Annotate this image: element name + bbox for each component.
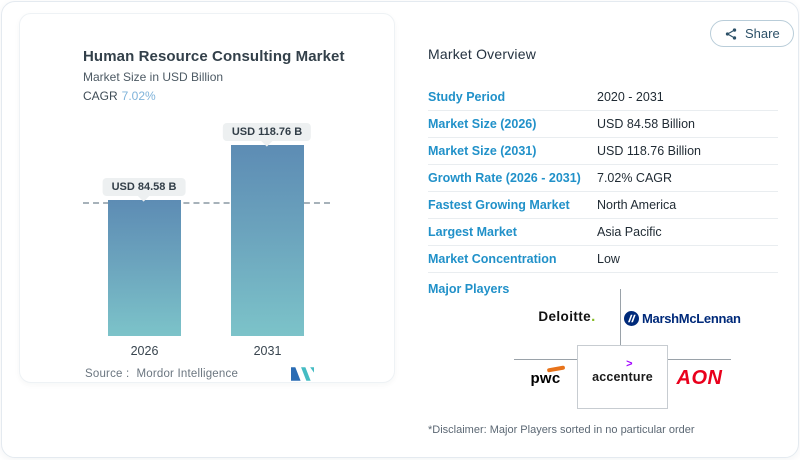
bar-value-label-2031: USD 118.76 B <box>222 123 312 141</box>
chart-card: Human Resource Consulting Market Market … <box>19 13 395 383</box>
disclaimer-text: *Disclaimer: Major Players sorted in no … <box>428 424 695 436</box>
table-row: Growth Rate (2026 - 2031) 7.02% CAGR <box>428 165 778 192</box>
source-label: Source : <box>85 368 130 380</box>
chart-subtitle: Market Size in USD Billion <box>83 70 224 84</box>
row-label: Market Size (2026) <box>428 117 537 131</box>
deloitte-dot: . <box>591 308 596 325</box>
share-icon <box>725 27 737 40</box>
market-overview-panel: Market Overview Study Period 2020 - 2031… <box>428 46 778 296</box>
aon-logo: AON <box>676 367 723 389</box>
players-connector-vertical <box>620 289 621 345</box>
overview-table: Study Period 2020 - 2031 Market Size (20… <box>428 84 778 273</box>
table-row: Market Concentration Low <box>428 246 778 273</box>
marshmclennan-logo: MarshMcLennan <box>624 311 754 326</box>
row-value: USD 84.58 Billion <box>597 117 695 131</box>
bar-value-label-2026: USD 84.58 B <box>102 178 186 196</box>
deloitte-wordmark: Deloitte <box>538 309 592 324</box>
source-value: Mordor Intelligence <box>136 368 239 380</box>
bar-2026 <box>108 200 181 336</box>
overview-title: Market Overview <box>428 46 537 62</box>
row-label: Fastest Growing Market <box>428 198 570 212</box>
source-row: Source : Mordor Intelligence <box>85 367 372 381</box>
x-axis-label-2026: 2026 <box>130 344 159 358</box>
table-row: Market Size (2026) USD 84.58 Billion <box>428 111 778 138</box>
pwc-wordmark: pwc <box>530 370 561 387</box>
row-label: Market Size (2031) <box>428 144 537 158</box>
deloitte-logo: Deloitte. <box>514 308 620 325</box>
row-value: 2020 - 2031 <box>597 90 664 104</box>
players-connector-left <box>514 359 577 360</box>
cagr-line: CAGR 7.02% <box>83 89 156 103</box>
x-axis-label-2031: 2031 <box>253 344 282 358</box>
table-row: Fastest Growing Market North America <box>428 192 778 219</box>
mordor-intelligence-logo-icon <box>291 367 314 381</box>
bar-2031 <box>231 145 304 336</box>
row-label: Growth Rate (2026 - 2031) <box>428 171 581 185</box>
row-label: Study Period <box>428 90 506 104</box>
share-button-label: Share <box>745 26 780 41</box>
marshmclennan-wordmark: MarshMcLennan <box>642 311 741 326</box>
share-button[interactable]: Share <box>710 20 794 47</box>
accenture-symbol: > <box>626 358 633 370</box>
players-connector-right <box>668 359 731 360</box>
chart-title: Human Resource Consulting Market <box>83 48 345 65</box>
accenture-logo-box: > accenture <box>577 345 668 409</box>
row-value: Low <box>597 252 620 266</box>
reference-dashed-line <box>83 202 330 204</box>
row-value: Asia Pacific <box>597 225 662 239</box>
table-row: Study Period 2020 - 2031 <box>428 84 778 111</box>
row-label: Largest Market <box>428 225 517 239</box>
accenture-wordmark: accenture <box>592 370 653 384</box>
cagr-value: 7.02% <box>121 89 156 103</box>
row-value: USD 118.76 Billion <box>597 144 701 158</box>
marshmclennan-mark-icon <box>624 311 639 326</box>
major-players-label: Major Players <box>428 282 510 296</box>
row-value: 7.02% CAGR <box>597 171 673 185</box>
row-label: Market Concentration <box>428 252 557 266</box>
pwc-logo: pwc <box>514 365 577 387</box>
table-row: Largest Market Asia Pacific <box>428 219 778 246</box>
accenture-logo: > accenture <box>592 358 653 386</box>
table-row: Market Size (2031) USD 118.76 Billion <box>428 138 778 165</box>
cagr-label: CAGR <box>83 89 118 103</box>
row-value: North America <box>597 198 677 212</box>
